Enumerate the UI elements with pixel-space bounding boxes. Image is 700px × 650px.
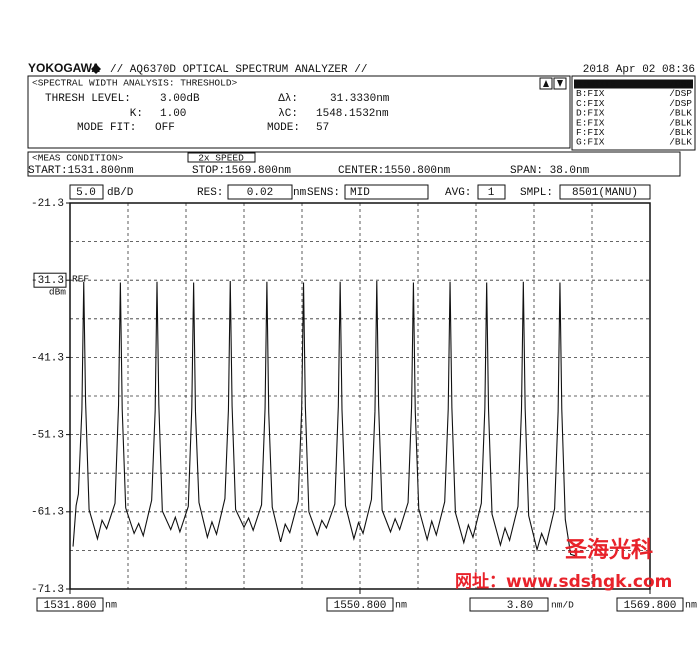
y-tick-label: -51.3 (31, 430, 64, 442)
datetime: 2018 Apr 02 08:36 (583, 64, 695, 76)
y-division: 5.0 (76, 187, 96, 199)
x-division: 3.80 (507, 600, 533, 612)
trace-name: B:FIX (576, 88, 605, 99)
value-box (559, 184, 651, 200)
y-tick-label: -41.3 (31, 352, 64, 364)
trace-name: D:FIX (576, 108, 605, 119)
spectrum-trace (72, 280, 576, 557)
field-label: λC: (278, 108, 298, 120)
field-value: MID (350, 187, 370, 199)
x-tick-box (326, 597, 394, 612)
down-arrow (557, 80, 563, 87)
field-value: 31.3330nm (330, 93, 390, 105)
trace-highlight (574, 79, 693, 89)
x-tick-label: 1550.800 (334, 600, 387, 612)
y-tick-label: -71.3 (31, 584, 64, 596)
field-value: OFF (155, 122, 175, 134)
trace-mode: /DSP (669, 79, 692, 90)
ref-label: REF (72, 274, 89, 285)
analysis-title: <SPECTRAL WIDTH ANALYSIS: THRESHOLD> (32, 78, 238, 89)
ref-box (33, 272, 67, 288)
trace-mode: /BLK (669, 108, 692, 119)
field-label: MODE FIT: (77, 122, 136, 134)
field-label: SENS: (307, 187, 340, 199)
field-value: 3.00dB (160, 93, 200, 105)
field-value: 0.02 (247, 187, 273, 199)
brand: YOKOGAWA (28, 61, 100, 75)
trace-mode: /BLK (669, 127, 692, 138)
x-tick-label: 1569.800 (624, 600, 677, 612)
field-label: Δλ: (278, 93, 298, 105)
trace-mode: /DSP (669, 98, 692, 109)
down-button[interactable] (553, 77, 567, 90)
x-tick-label: 1531.800 (44, 600, 97, 612)
x-division-unit: nm/D (551, 600, 574, 611)
trace-name: G:FIX (576, 137, 605, 148)
field-value: 8501(MANU) (572, 187, 638, 199)
field-label: AVG: (445, 187, 471, 199)
meas-title: <MEAS CONDITION> (32, 153, 124, 164)
y-division-unit: dB/D (107, 187, 134, 199)
value-box (469, 597, 549, 612)
y-tick-label: -61.3 (31, 507, 64, 519)
x-tick-box (36, 597, 104, 612)
x-unit: nm (395, 601, 407, 612)
x-tick-box (616, 597, 684, 612)
trace-mode: /BLK (669, 137, 692, 148)
trace-mode: /BLK (669, 117, 692, 128)
speed: 2x SPEED (198, 153, 244, 164)
field-value: 1 (488, 187, 495, 199)
field-value: 57 (316, 122, 329, 134)
field-value: 1548.1532nm (316, 108, 389, 120)
field-label: RES: (197, 187, 223, 199)
field-unit: nm (293, 187, 307, 199)
field-label: THRESH LEVEL: (45, 93, 131, 105)
trace-name: C:FIX (576, 98, 605, 109)
y-tick-label: -31.3 (31, 275, 64, 287)
meas-box (27, 151, 681, 177)
x-unit: nm (105, 601, 117, 612)
field-label: SMPL: (520, 187, 553, 199)
value-box (477, 184, 506, 200)
field-value: 1.00 (160, 108, 186, 120)
value-box (344, 184, 429, 200)
y-tick-label: -21.3 (31, 198, 64, 210)
center: CENTER:1550.800nm (338, 165, 451, 177)
analysis-box (27, 75, 571, 149)
trace-name: A:WRITE (576, 79, 616, 90)
value-box (69, 184, 104, 200)
span: SPAN: 38.0nm (510, 165, 590, 177)
trace-name: E:FIX (576, 117, 605, 128)
watermark-url: 网址：www.sdshgk.com (455, 572, 672, 592)
field-label: MODE: (267, 122, 300, 134)
diamond-icon (91, 64, 101, 74)
model: // AQ6370D OPTICAL SPECTRUM ANALYZER // (110, 64, 367, 76)
field-label: K: (130, 108, 143, 120)
start: START:1531.800nm (28, 165, 134, 177)
y-unit: dBm (49, 287, 66, 298)
trace-name: F:FIX (576, 127, 605, 138)
up-button[interactable] (539, 77, 553, 90)
up-arrow (543, 80, 549, 87)
stop: STOP:1569.800nm (192, 165, 291, 177)
trace-mode: /DSP (669, 88, 692, 99)
x-unit: nm (685, 601, 697, 612)
value-box (227, 184, 293, 200)
speed-box (187, 152, 256, 163)
trace-box (571, 75, 696, 151)
watermark-name: 圣海光科 (565, 537, 653, 563)
